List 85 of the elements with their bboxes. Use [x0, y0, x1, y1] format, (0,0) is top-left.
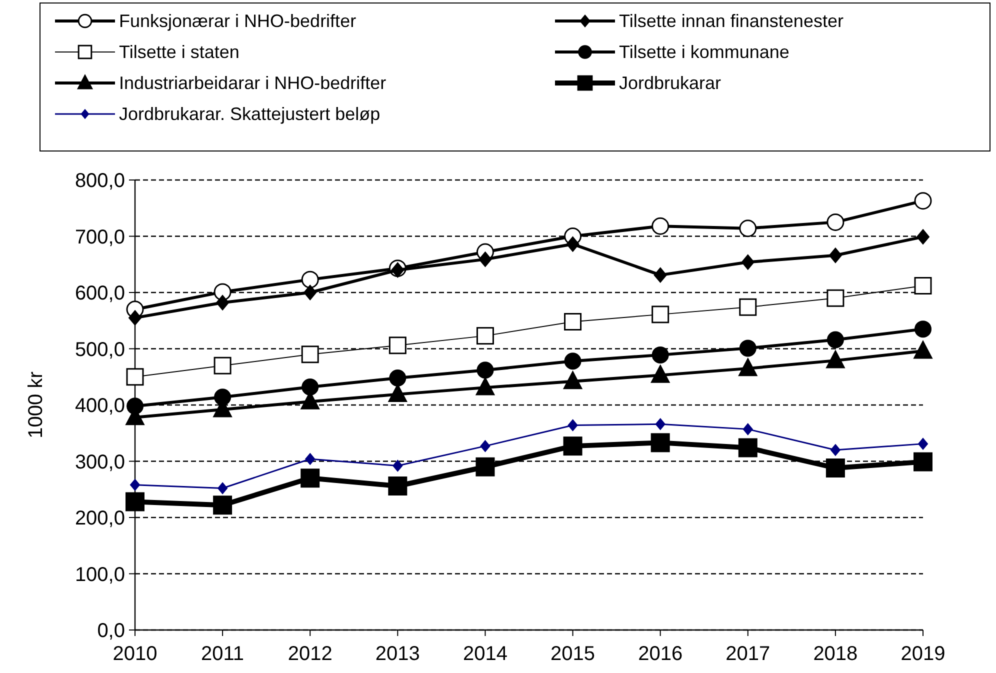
x-tick-label: 2010: [112, 643, 158, 665]
legend-label: Industriarbeidarar i NHO-bedrifter: [119, 73, 386, 93]
point: [301, 270, 319, 288]
y-tick-label: 100,0: [74, 564, 125, 586]
point: [564, 352, 582, 370]
point: [741, 254, 754, 270]
point: [128, 310, 142, 326]
x-tick-label: 2011: [201, 643, 244, 665]
y-tick-label: 200,0: [74, 508, 125, 530]
x-tick-label: 2012: [288, 643, 332, 665]
point: [650, 364, 670, 383]
point: [650, 433, 670, 452]
legend-label: Jordbrukarar: [619, 73, 722, 93]
point: [738, 438, 758, 458]
point: [563, 436, 582, 456]
y-tick-label: 600,0: [74, 282, 125, 304]
point: [388, 336, 406, 354]
x-tick-label: 2013: [375, 643, 420, 665]
point: [566, 236, 580, 252]
y-tick-label: 300,0: [74, 451, 125, 474]
point: [389, 370, 406, 386]
x-tick-label: 2014: [462, 643, 508, 665]
point: [826, 331, 844, 348]
point: [563, 370, 582, 390]
point: [830, 444, 840, 456]
x-tick-label: 2018: [813, 643, 858, 665]
point: [826, 350, 845, 368]
legend-label: Tilsette innan finanstenester: [619, 11, 844, 31]
legend-label: Tilsette i staten: [119, 42, 240, 62]
y-tick-label: 500,0: [74, 338, 125, 361]
point: [388, 476, 408, 496]
point: [914, 192, 932, 210]
y-tick-label: 700,0: [74, 226, 125, 248]
x-tick-label: 2017: [726, 643, 770, 665]
point: [826, 213, 844, 231]
point: [218, 482, 228, 494]
legend-label: Jordbrukarar. Skattejustert beløp: [119, 104, 380, 124]
point: [564, 313, 582, 330]
point: [300, 468, 320, 488]
point: [392, 460, 403, 472]
legend-label: Tilsette i kommunane: [619, 42, 790, 62]
point: [568, 419, 578, 432]
point: [826, 458, 845, 478]
point: [476, 457, 495, 476]
point: [304, 284, 317, 300]
point: [478, 252, 492, 268]
point: [476, 327, 494, 345]
point: [302, 378, 319, 396]
point: [126, 368, 144, 386]
point: [301, 346, 319, 364]
point: [130, 478, 140, 491]
point: [655, 418, 666, 430]
point: [826, 289, 844, 307]
point: [476, 377, 495, 396]
point: [914, 320, 932, 338]
y-tick-label: 0,0: [97, 620, 125, 642]
point: [916, 229, 930, 245]
point: [828, 248, 842, 264]
x-tick-label: 2019: [900, 643, 946, 665]
point: [914, 452, 932, 472]
point: [914, 277, 932, 294]
point: [652, 346, 669, 364]
point: [652, 306, 670, 324]
legend-label: Funksjonærar i NHO-bedrifter: [119, 11, 356, 31]
y-axis-title: 1000 kr: [25, 371, 47, 438]
point: [126, 492, 144, 512]
point: [213, 496, 232, 515]
point: [739, 220, 757, 238]
point: [476, 362, 494, 379]
point: [738, 358, 758, 376]
y-tick-label: 800,0: [74, 170, 125, 192]
point: [305, 453, 316, 465]
x-tick-label: 2016: [638, 643, 683, 665]
point: [480, 440, 490, 452]
point: [652, 217, 670, 235]
y-tick-label: 400,0: [74, 395, 125, 417]
point: [216, 294, 230, 310]
point: [654, 267, 667, 283]
point: [739, 340, 756, 357]
point: [214, 356, 232, 374]
point: [739, 298, 757, 316]
point: [742, 423, 753, 436]
x-tick-label: 2015: [550, 643, 596, 665]
point: [918, 438, 928, 450]
point: [914, 340, 932, 359]
